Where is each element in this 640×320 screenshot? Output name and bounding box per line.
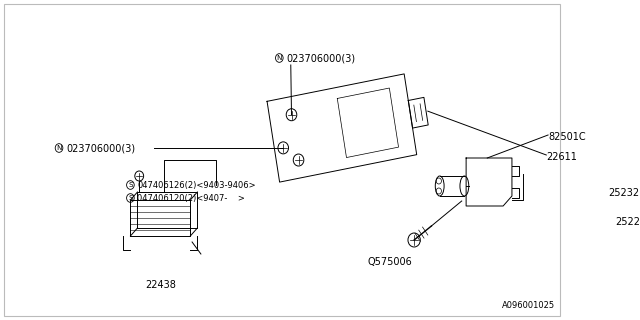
Text: 25232: 25232 bbox=[608, 188, 639, 198]
Text: 023706000(3): 023706000(3) bbox=[66, 143, 135, 153]
Text: N: N bbox=[276, 55, 282, 61]
Text: 25229: 25229 bbox=[615, 217, 640, 227]
Text: N: N bbox=[56, 145, 61, 151]
Text: S: S bbox=[128, 182, 132, 188]
Text: S: S bbox=[128, 195, 132, 201]
Text: A096001025: A096001025 bbox=[502, 301, 555, 310]
Text: 22611: 22611 bbox=[547, 152, 577, 162]
Text: 22438: 22438 bbox=[145, 280, 176, 290]
Text: 047406126(2)<9403-9406>: 047406126(2)<9403-9406> bbox=[138, 180, 256, 189]
Text: Q575006: Q575006 bbox=[367, 257, 412, 267]
Text: 82501C: 82501C bbox=[548, 132, 586, 142]
Text: 047406120(2)<9407-    >: 047406120(2)<9407- > bbox=[138, 194, 245, 203]
Text: 023706000(3): 023706000(3) bbox=[286, 53, 355, 63]
